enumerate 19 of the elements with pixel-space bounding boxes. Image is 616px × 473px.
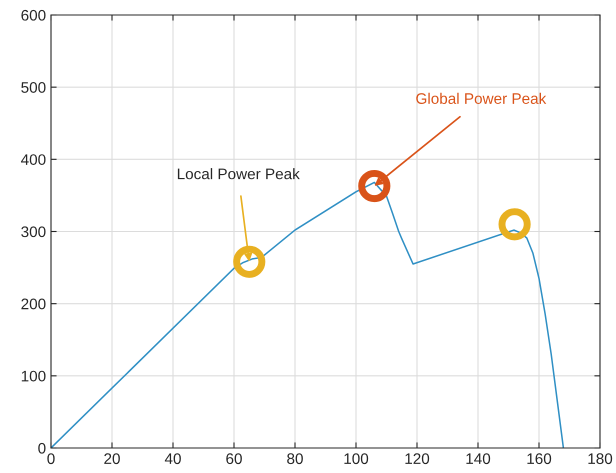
x-tick-label: 100 (344, 453, 368, 464)
y-tick-label: 600 (21, 10, 46, 21)
y-tick-label: 300 (21, 226, 46, 238)
y-tick-label: 0 (38, 442, 46, 454)
x-tick-label: 120 (405, 453, 430, 464)
x-tick-label: 140 (466, 453, 490, 464)
x-tick-label: 60 (226, 453, 242, 464)
y-tick-label: 100 (22, 370, 46, 382)
y-tick-label: 500 (21, 82, 46, 93)
x-tick-label: 180 (588, 453, 612, 464)
y-tick-label: 400 (21, 154, 46, 166)
y-tick-label: 200 (21, 298, 46, 310)
x-tick-label: 0 (47, 453, 55, 464)
annotation: Local Power Peak (178, 168, 300, 180)
annotation: Global Power Peak (416, 92, 546, 104)
x-tick-label: 40 (164, 453, 181, 464)
x-tick-label: 80 (287, 453, 303, 464)
x-tick-label: 20 (104, 453, 120, 464)
x-tick-label: 160 (527, 453, 552, 464)
